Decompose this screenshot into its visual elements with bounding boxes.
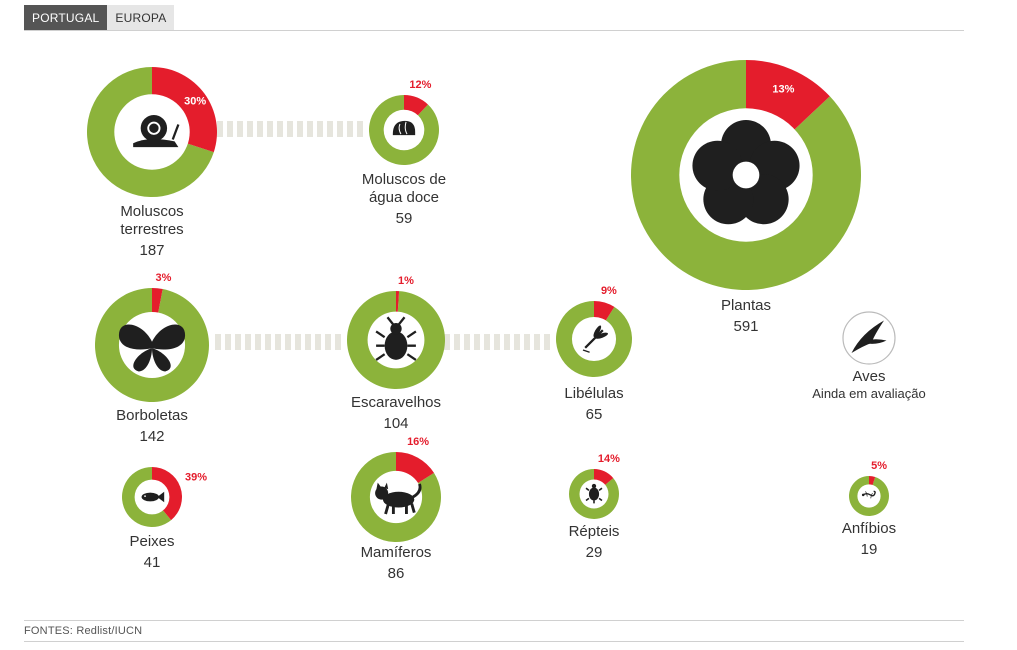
- group-total-moluscos-terrestres: 187: [139, 242, 164, 259]
- donut-hole-anfibios: [857, 484, 881, 508]
- group-name-repteis: Répteis: [569, 523, 620, 540]
- group-name-plantas: Plantas: [721, 297, 771, 314]
- shell-icon: [392, 120, 416, 136]
- group-total-libelulas: 65: [586, 406, 603, 423]
- group-name-moluscos-agua-doce: água doce: [369, 189, 439, 206]
- tab-europa[interactable]: EUROPA: [107, 5, 175, 31]
- butterfly-icon: [118, 324, 186, 372]
- pct-label-anfibios: 5%: [871, 460, 887, 472]
- group-total-plantas: 591: [733, 318, 758, 335]
- region-tabs: PORTUGAL EUROPA: [24, 5, 175, 31]
- donut-plantas: 13% Plantas 591: [631, 60, 861, 335]
- snail-icon: [133, 115, 180, 148]
- pct-label-escaravelhos: 1%: [398, 275, 414, 287]
- donut-mamiferos: 16% Mamíferos 86: [351, 436, 442, 582]
- sources-note: FONTES: Redlist/IUCN: [24, 625, 143, 637]
- connector-borboletas-escaravelhos: [215, 334, 341, 350]
- group-total-borboletas: 142: [139, 428, 164, 445]
- group-total-repteis: 29: [586, 544, 603, 561]
- connector-moluscos: [217, 121, 363, 137]
- connector-escaravelhos-libelulas: [444, 334, 550, 350]
- top-divider: [24, 30, 964, 31]
- salamander-icon: [861, 490, 876, 499]
- pct-label-mamiferos: 16%: [407, 436, 429, 448]
- donut-escaravelhos: 1% Escaravelhos 104: [347, 275, 446, 432]
- group-name-moluscos-terrestres: Moluscos: [120, 203, 183, 220]
- pct-label-borboletas: 3%: [156, 272, 172, 284]
- group-name-moluscos-terrestres: terrestres: [120, 221, 183, 238]
- fish-icon: [141, 491, 165, 503]
- pct-label-plantas: 13%: [772, 83, 794, 95]
- group-name-mamiferos: Mamíferos: [361, 544, 432, 561]
- dragonfly-icon: [582, 325, 608, 353]
- donut-repteis: 14% Répteis 29: [569, 453, 621, 561]
- group-total-peixes: 41: [144, 554, 161, 571]
- pct-label-moluscos-agua-doce: 12%: [409, 79, 431, 91]
- pct-label-repteis: 14%: [598, 453, 620, 465]
- group-total-anfibios: 19: [861, 541, 878, 558]
- aves-name: Aves: [852, 368, 885, 385]
- group-name-escaravelhos: Escaravelhos: [351, 394, 441, 411]
- group-name-borboletas: Borboletas: [116, 407, 188, 424]
- flower-icon: [692, 119, 800, 225]
- footer-divider-top: [24, 620, 964, 621]
- donut-borboletas: 3% Borboletas 142: [95, 272, 210, 445]
- group-name-anfibios: Anfíbios: [842, 520, 896, 537]
- cat-icon: [375, 482, 422, 515]
- group-name-peixes: Peixes: [129, 533, 174, 550]
- group-total-mamiferos: 86: [388, 565, 405, 582]
- group-name-moluscos-agua-doce: Moluscos de: [362, 171, 446, 188]
- donut-peixes: 39% Peixes 41: [122, 467, 207, 571]
- bird-icon: [851, 320, 887, 353]
- footer-divider-bottom: [24, 641, 964, 642]
- pct-label-peixes: 39%: [185, 472, 207, 484]
- group-total-escaravelhos: 104: [383, 415, 408, 432]
- group-name-libelulas: Libélulas: [564, 385, 623, 402]
- group-total-moluscos-agua-doce: 59: [396, 210, 413, 227]
- donut-libelulas: 9% Libélulas 65: [555, 285, 632, 423]
- pct-label-moluscos-terrestres: 30%: [184, 96, 206, 108]
- aves-note: Ainda em avaliação: [812, 386, 925, 401]
- pct-label-libelulas: 9%: [601, 285, 617, 297]
- tab-portugal[interactable]: PORTUGAL: [24, 5, 108, 31]
- donut-anfibios: 5% Anfíbios 19: [842, 460, 896, 558]
- turtle-icon: [585, 483, 603, 504]
- beetle-icon: [375, 316, 417, 361]
